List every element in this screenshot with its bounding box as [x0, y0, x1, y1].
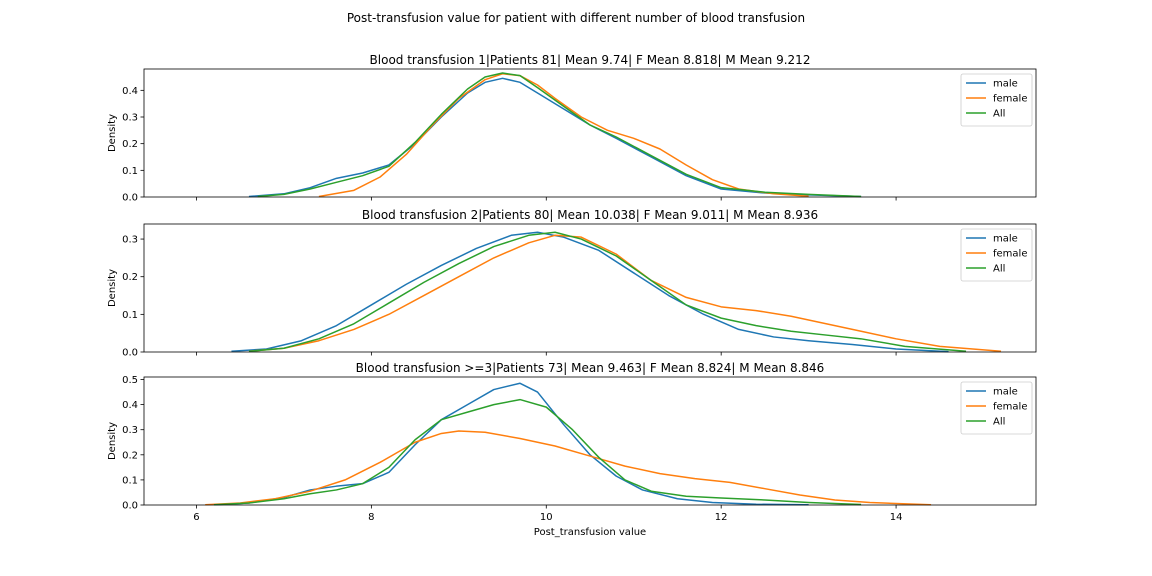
x-tick-label: 6 — [193, 512, 199, 523]
legend: male female All — [960, 228, 1033, 282]
series-line-all — [248, 231, 967, 352]
subplot-title: Blood transfusion 2|Patients 80| Mean 10… — [362, 208, 818, 222]
series-line-female — [318, 73, 809, 198]
y-tick-label: 0.0 — [122, 501, 138, 512]
y-tick-label: 0.3 — [122, 425, 138, 436]
legend: male female All — [960, 73, 1033, 127]
legend-label-female: female — [993, 402, 1027, 413]
legend-label-female: female — [993, 94, 1027, 105]
figure-suptitle: Post-transfusion value for patient with … — [347, 11, 805, 25]
y-tick-label: 0.1 — [122, 310, 138, 321]
series-line-female — [248, 234, 1002, 352]
y-tick-label: 0.4 — [122, 86, 138, 97]
subplot-1: Blood transfusion 1|Patients 81| Mean 9.… — [107, 53, 1037, 204]
x-tick-label: 14 — [890, 512, 903, 523]
series-line-male — [231, 231, 949, 353]
y-tick-label: 0.0 — [122, 193, 138, 204]
series-line-male — [248, 77, 862, 198]
legend-label-all: All — [993, 109, 1005, 120]
y-axis-label: Density — [107, 269, 118, 307]
x-tick-label: 8 — [368, 512, 374, 523]
series-line-female — [205, 430, 932, 506]
series-line-all — [257, 72, 862, 198]
subplot-2: Blood transfusion 2|Patients 80| Mean 10… — [107, 208, 1037, 359]
subplot-3: Blood transfusion >=3|Patients 73| Mean … — [107, 361, 1037, 538]
x-tick-label: 10 — [540, 512, 553, 523]
y-tick-label: 0.1 — [122, 166, 138, 177]
y-axis-label: Density — [107, 422, 118, 460]
legend-label-male: male — [993, 387, 1018, 398]
y-tick-label: 0.3 — [122, 235, 138, 246]
y-tick-label: 0.2 — [122, 272, 138, 283]
legend: male female All — [960, 381, 1033, 435]
x-axis-label: Post_transfusion value — [534, 527, 646, 538]
axes-frame — [143, 68, 1037, 198]
legend-label-male: male — [993, 79, 1018, 90]
y-tick-label: 0.0 — [122, 348, 138, 359]
axes-frame — [143, 376, 1037, 506]
legend-label-male: male — [993, 234, 1018, 245]
x-tick-label: 12 — [715, 512, 728, 523]
y-tick-label: 0.3 — [122, 113, 138, 124]
subplot-title: Blood transfusion >=3|Patients 73| Mean … — [356, 361, 825, 375]
legend-label-female: female — [993, 249, 1027, 260]
subplot-panels: Blood transfusion 1|Patients 81| Mean 9.… — [107, 53, 1037, 538]
y-tick-label: 0.4 — [122, 400, 138, 411]
y-tick-label: 0.2 — [122, 139, 138, 150]
y-tick-label: 0.5 — [122, 375, 138, 386]
subplot-title: Blood transfusion 1|Patients 81| Mean 9.… — [370, 53, 811, 67]
y-tick-label: 0.1 — [122, 475, 138, 486]
legend-label-all: All — [993, 264, 1005, 275]
series-line-all — [213, 398, 862, 506]
y-tick-label: 0.2 — [122, 450, 138, 461]
legend-label-all: All — [993, 417, 1005, 428]
y-axis-label: Density — [107, 114, 118, 152]
axes-frame — [143, 223, 1037, 353]
